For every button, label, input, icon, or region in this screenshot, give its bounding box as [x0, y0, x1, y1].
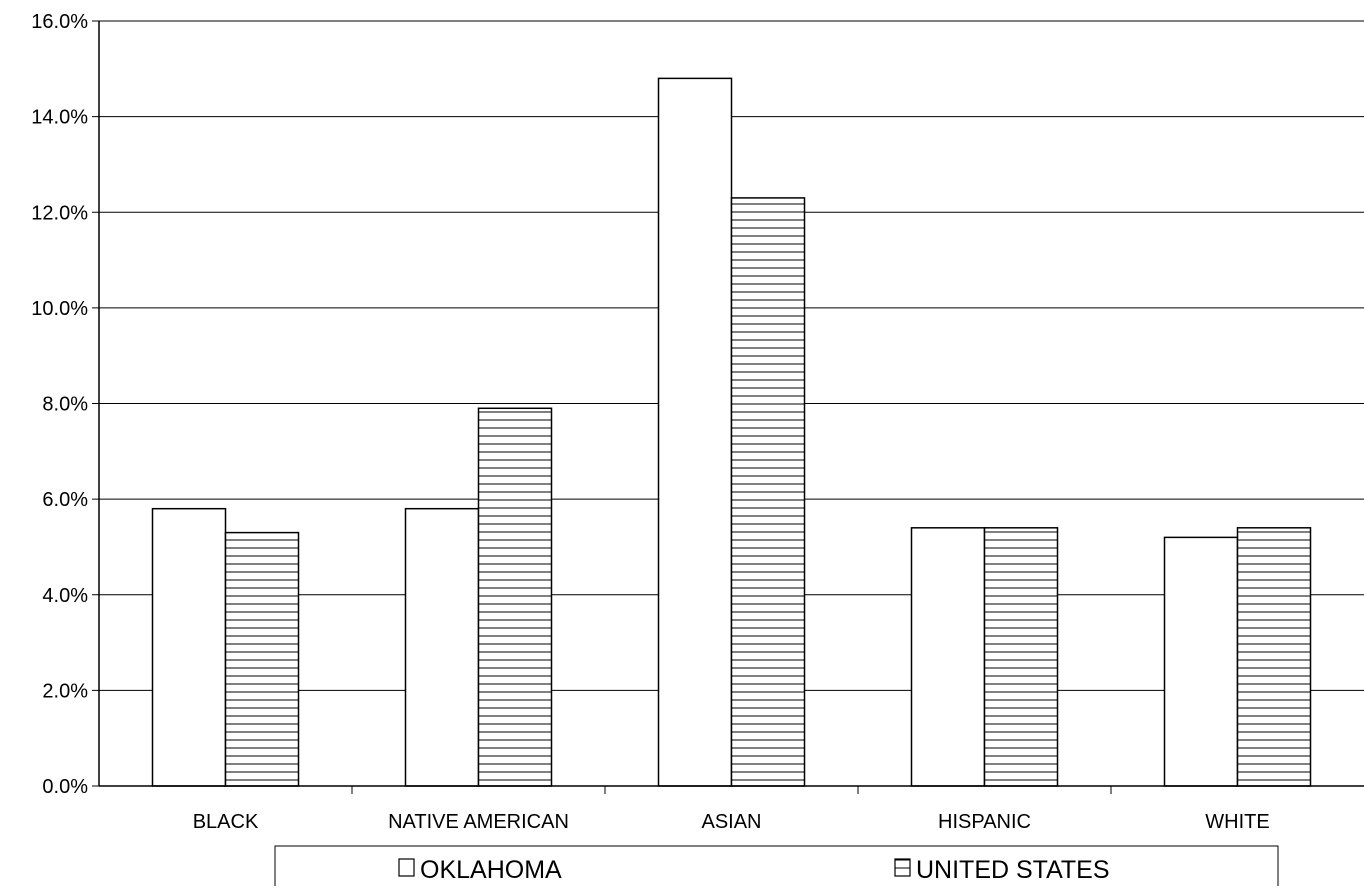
bar-united-states: [1236, 527, 1312, 787]
y-tick-label: 8.0%: [42, 394, 88, 416]
legend-label: OKLAHOMA: [420, 856, 562, 884]
y-tick-label: 10.0%: [31, 298, 88, 320]
y-tick-label: 12.0%: [31, 202, 88, 224]
legend: OKLAHOMA UNITED STATES: [274, 845, 1279, 891]
bar-oklahoma: [404, 507, 480, 787]
axes: [92, 20, 1364, 794]
y-tick-label: 0.0%: [42, 776, 88, 798]
bar-oklahoma: [910, 527, 986, 787]
bar-united-states: [983, 527, 1059, 787]
bar-united-states: [477, 407, 553, 787]
legend-swatch: [398, 858, 415, 877]
y-tick-label: 16.0%: [31, 11, 88, 33]
labels: 0.0% 2.0% 4.0% 6.0% 8.0% 10.0% 12.0% 14.0% 16.0%…: [31, 11, 1269, 833]
x-category-label: NATIVE AMERICAN: [388, 811, 569, 833]
y-tick-label: 4.0%: [42, 585, 88, 607]
legend-label: UNITED STATES: [916, 856, 1110, 884]
y-tick-label: 6.0%: [42, 489, 88, 511]
legend-swatch: [894, 858, 911, 877]
bar-oklahoma: [151, 507, 227, 787]
bars: [151, 77, 1312, 787]
y-tick-label: 14.0%: [31, 107, 88, 129]
bar-united-states: [730, 197, 806, 787]
x-category-label: HISPANIC: [938, 811, 1031, 833]
x-category-label: WHITE: [1205, 811, 1269, 833]
y-tick-label: 2.0%: [42, 680, 88, 702]
x-category-label: ASIAN: [701, 811, 761, 833]
x-category-label: BLACK: [193, 811, 259, 833]
bar-oklahoma: [657, 77, 733, 787]
bar-united-states: [224, 531, 300, 787]
bar-oklahoma: [1163, 536, 1239, 787]
